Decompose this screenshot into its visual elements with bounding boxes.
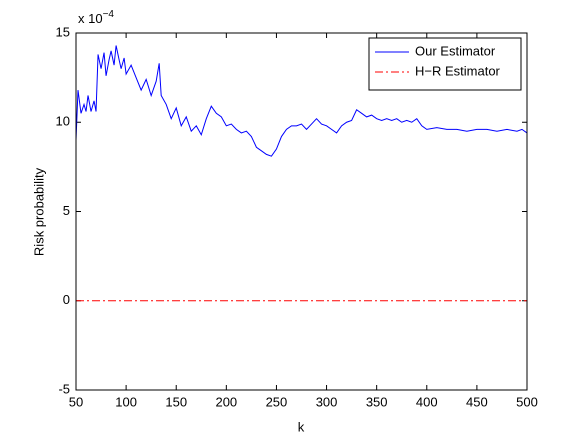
y-tick-label: 15 <box>56 24 70 39</box>
y-scale-base: x 10 <box>78 11 103 26</box>
x-tick-label: 100 <box>115 394 137 409</box>
y-tick-label: 5 <box>63 203 70 218</box>
legend-label: Our Estimator <box>415 43 496 58</box>
legend-label: H−R Estimator <box>415 63 501 78</box>
y-scale-exponent: −4 <box>103 9 115 20</box>
x-tick-label: 150 <box>165 394 187 409</box>
x-tick-label: 350 <box>366 394 388 409</box>
y-tick-label: 10 <box>56 114 70 129</box>
x-tick-label: 50 <box>69 394 83 409</box>
x-tick-label: 500 <box>516 394 538 409</box>
x-tick-label: 450 <box>466 394 488 409</box>
plot-frame <box>75 32 528 391</box>
x-tick-label: 250 <box>266 394 288 409</box>
y-tick-label: -5 <box>58 381 70 396</box>
y-tick-label: 0 <box>63 292 70 307</box>
series-line <box>75 45 528 157</box>
x-tick-label: 200 <box>215 394 237 409</box>
x-axis-label: k <box>298 419 305 434</box>
y-axis-label: Risk probability <box>31 167 46 256</box>
x-tick-label: 300 <box>316 394 338 409</box>
x-tick-label: 400 <box>416 394 438 409</box>
legend-box <box>368 37 522 91</box>
y-scale: x 10−4 <box>78 9 114 27</box>
